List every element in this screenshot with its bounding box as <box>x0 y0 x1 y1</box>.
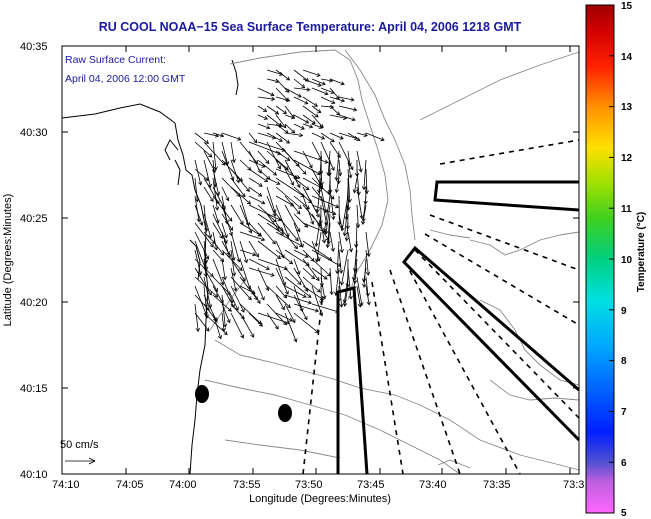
colorbar-tick: 11 <box>621 204 632 215</box>
colorbar-tick: 13 <box>621 102 633 113</box>
colorbar-tick: 15 <box>621 1 633 12</box>
marker-oval-2 <box>278 404 292 422</box>
scale-label: 50 cm/s <box>60 439 99 451</box>
x-tick: 73:55 <box>233 479 261 491</box>
map-title: RU COOL NOAA−15 Sea Surface Temperature:… <box>98 20 522 34</box>
colorbar-tick: 5 <box>621 508 627 519</box>
y-tick-labels: 40:35 40:30 40:25 40:20 40:15 40:10 <box>20 41 48 481</box>
x-tick: 74:05 <box>116 479 144 491</box>
marker-oval-1 <box>195 385 209 403</box>
transect-boxes <box>336 180 581 475</box>
colorbar-tick: 7 <box>621 407 627 418</box>
coastline <box>61 59 239 475</box>
x-tick: 73:50 <box>295 479 323 491</box>
y-tick: 40:35 <box>20 41 48 53</box>
axis-ticks <box>61 45 579 475</box>
y-axis-title: Latitude (Degrees:Minutes) <box>2 194 14 327</box>
y-tick: 40:20 <box>20 297 48 309</box>
y-tick: 40:25 <box>20 213 48 225</box>
x-tick: 74:00 <box>169 479 197 491</box>
x-tick: 74:10 <box>52 479 80 491</box>
x-tick: 73:3 <box>563 479 584 491</box>
colorbar-tick: 8 <box>621 356 627 367</box>
colorbar-tick: 14 <box>621 52 633 63</box>
colorbar-tick: 10 <box>621 255 633 266</box>
colorbar-tick: 9 <box>621 306 627 317</box>
x-axis-title: Longitude (Degrees:Minutes) <box>249 493 391 505</box>
x-tick: 73:45 <box>357 479 385 491</box>
y-tick: 40:30 <box>20 127 48 139</box>
current-legend-line2: April 04, 2006 12:00 GMT <box>65 73 186 85</box>
x-tick-labels: 74:10 74:05 74:00 73:55 73:50 73:45 73:4… <box>52 479 584 491</box>
current-vectors <box>194 69 385 343</box>
y-tick: 40:10 <box>20 469 48 481</box>
y-tick: 40:15 <box>20 383 48 395</box>
colorbar-label: Temperature (°C) <box>636 212 647 293</box>
colorbar-tick: 6 <box>621 458 627 469</box>
scale-arrow <box>65 457 96 465</box>
x-tick: 73:40 <box>419 479 447 491</box>
plot-frame <box>61 45 580 475</box>
colorbar-tick: 12 <box>621 153 633 164</box>
current-legend-line1: Raw Surface Current: <box>65 54 166 66</box>
x-tick: 73:35 <box>483 479 511 491</box>
dashed-lines <box>302 139 580 475</box>
colorbar: 15 14 13 12 11 10 9 8 7 6 5 Temperature … <box>585 1 647 519</box>
